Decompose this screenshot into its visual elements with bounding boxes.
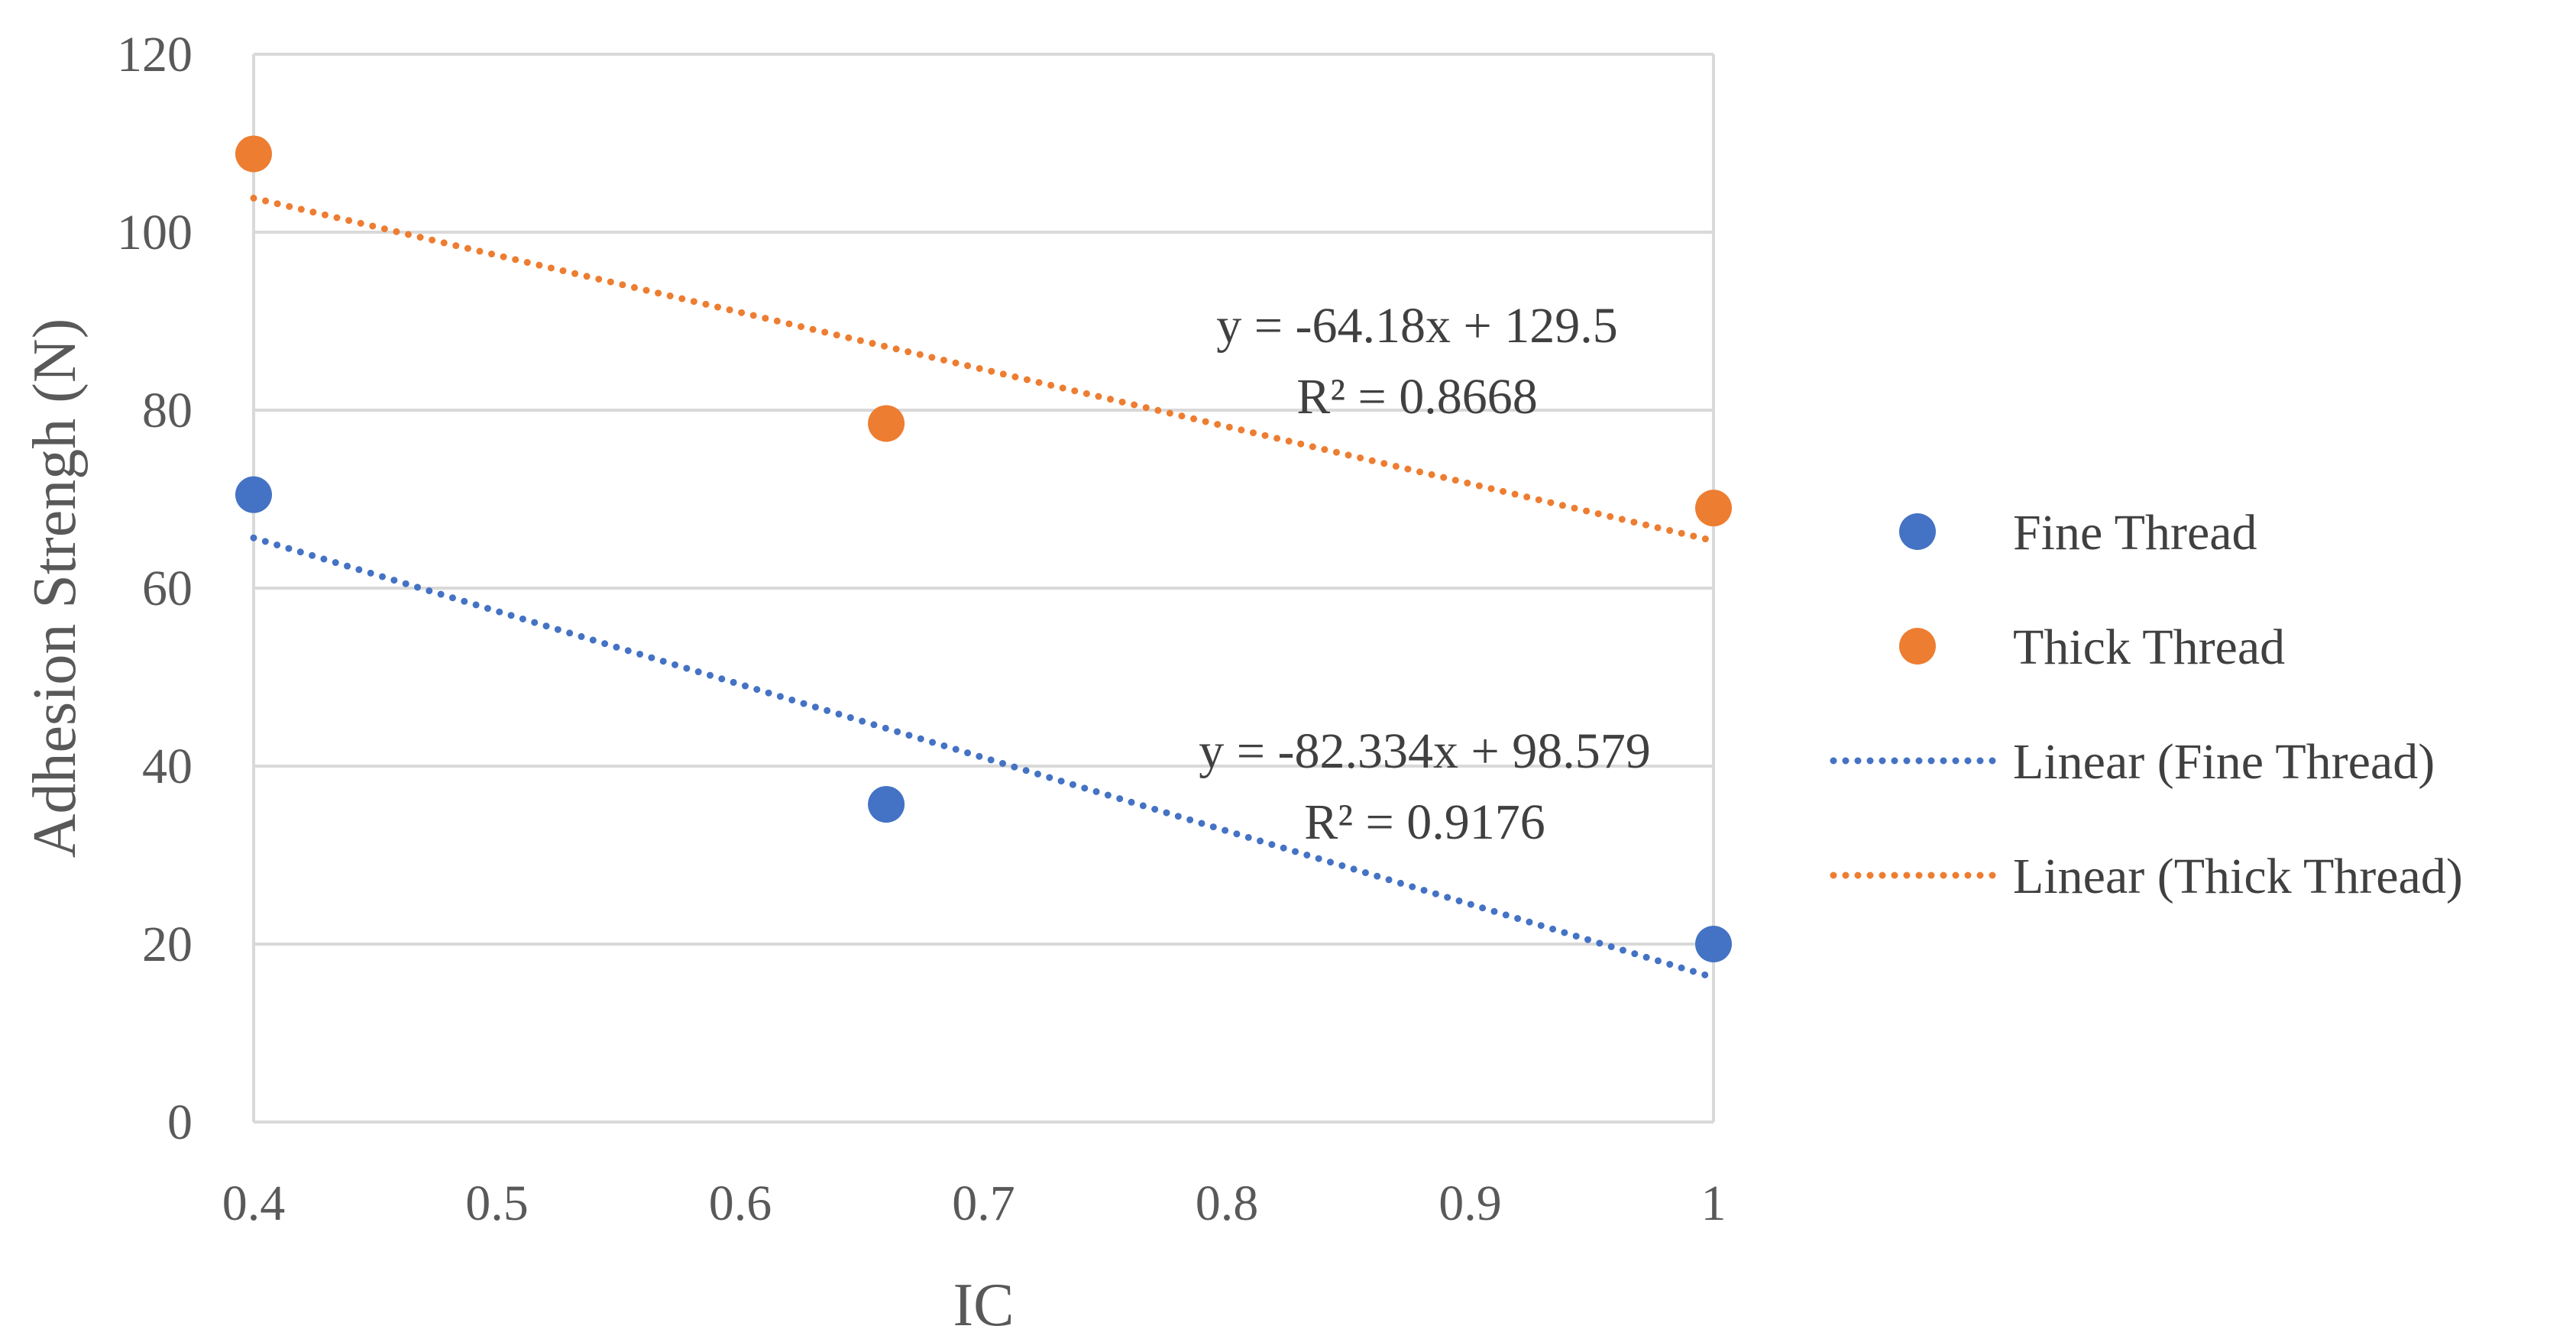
- legend-label: Linear (Thick Thread): [2013, 849, 2463, 904]
- x-tick-label: 0.9: [1438, 1175, 1502, 1231]
- trendline-thick-thread: [250, 194, 1717, 545]
- y-tick-label: 120: [117, 27, 193, 82]
- legend-marker: [1899, 513, 1936, 550]
- gridlines: [254, 53, 1715, 1122]
- legend-label: Linear (Fine Thread): [2013, 734, 2435, 790]
- trendline-r-squared: R² = 0.8668: [1296, 369, 1538, 425]
- trendline-equation: y = -82.334x + 98.579: [1199, 723, 1650, 779]
- trendline-equation: y = -64.18x + 129.5: [1216, 298, 1617, 354]
- point-fine-thread: [868, 786, 905, 823]
- x-axis-ticks: 0.4 0.5 0.6 0.7 0.8 0.9 1: [222, 1175, 1727, 1231]
- y-axis-ticks: 0 20 40 60 80 100 120: [117, 27, 193, 1150]
- x-axis-title: IC: [953, 1272, 1015, 1339]
- x-tick-label: 0.4: [222, 1175, 286, 1231]
- trendline-fine-thread: [250, 534, 1717, 981]
- y-axis-title: Adhesion Strengh (N): [21, 319, 89, 859]
- y-tick-label: 80: [142, 383, 193, 438]
- legend-label: Thick Thread: [2013, 619, 2285, 675]
- point-thick-thread: [868, 405, 905, 442]
- data-points: [235, 135, 1732, 962]
- legend-marker: [1899, 628, 1936, 665]
- point-thick-thread: [235, 135, 272, 173]
- y-tick-label: 60: [142, 561, 193, 616]
- trendlines: [250, 194, 1717, 981]
- legend-label: Fine Thread: [2013, 505, 2257, 561]
- legend: Fine Thread Thick Thread Linear (Fine Thre…: [1830, 505, 2463, 904]
- point-fine-thread: [235, 476, 272, 513]
- trendline-equations: y = -82.334x + 98.579 R² = 0.9176 y = -64.…: [1199, 298, 1650, 850]
- y-tick-label: 100: [117, 205, 193, 260]
- x-tick-label: 0.8: [1196, 1175, 1259, 1231]
- x-tick-label: 0.6: [709, 1175, 772, 1231]
- x-tick-label: 0.5: [465, 1175, 529, 1231]
- x-tick-label: 1: [1701, 1175, 1727, 1231]
- y-tick-label: 40: [142, 739, 193, 794]
- y-tick-label: 0: [167, 1095, 193, 1150]
- y-tick-label: 20: [142, 917, 193, 972]
- trendline-r-squared: R² = 0.9176: [1304, 794, 1545, 850]
- x-tick-label: 0.7: [952, 1175, 1015, 1231]
- point-thick-thread: [1695, 490, 1732, 527]
- axes: [252, 54, 1714, 1124]
- point-fine-thread: [1695, 926, 1732, 962]
